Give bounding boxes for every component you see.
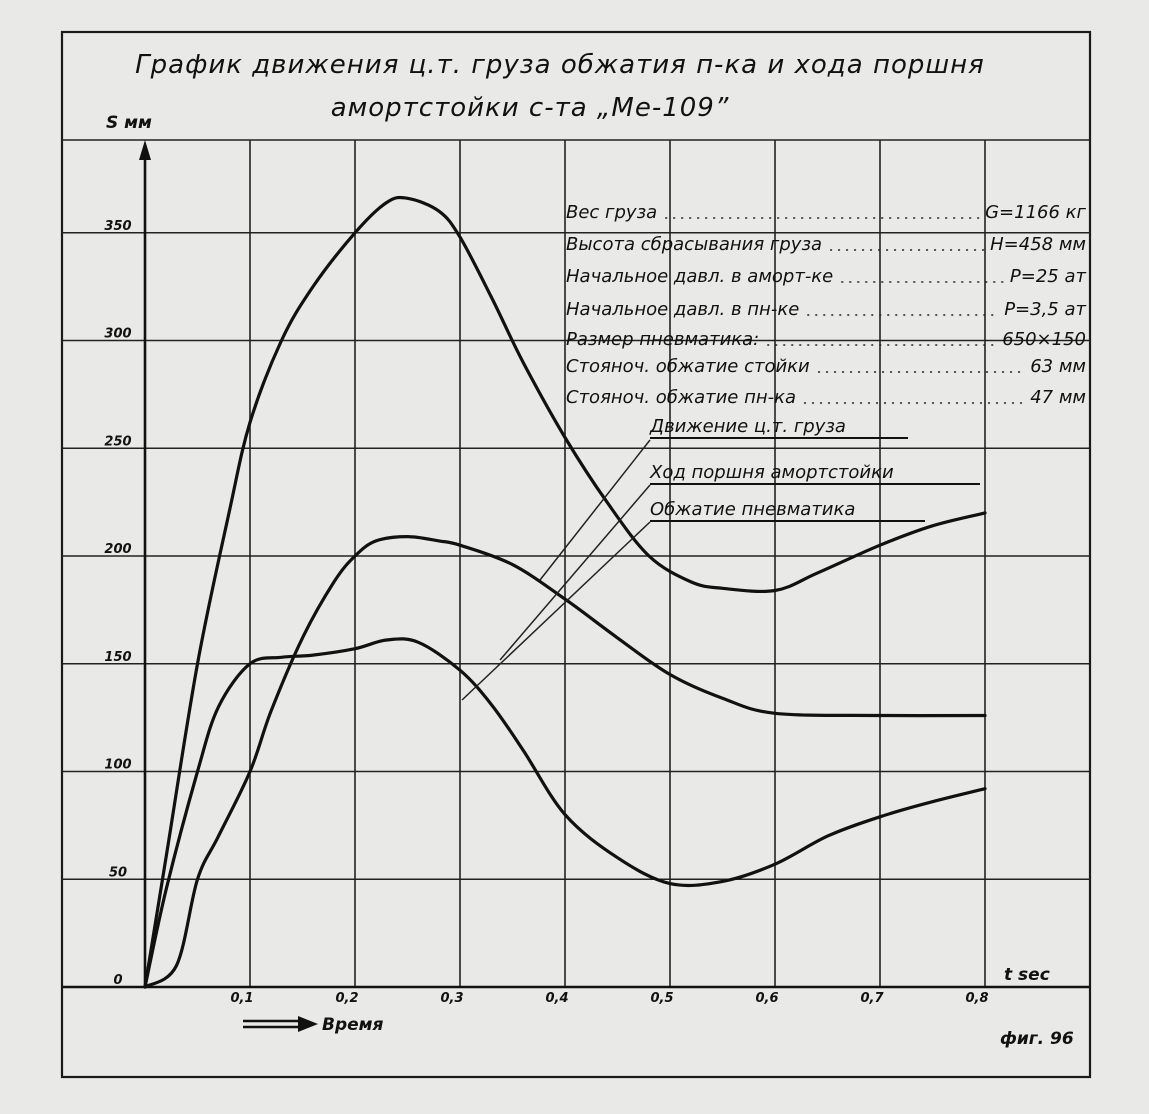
y-tick-label: 350 xyxy=(104,219,131,234)
legend-label: Движение ц.т. груза xyxy=(649,416,846,437)
parameter-value: 63 мм xyxy=(1030,356,1086,377)
x-axis-label: t sec xyxy=(1004,965,1050,985)
parameter-value: 650×150 xyxy=(1002,329,1086,350)
grid-lines xyxy=(62,139,1090,987)
x-tick-label: 0,2 xyxy=(335,991,358,1006)
parameter-row: Размер пневматика: 650×150 xyxy=(566,329,1086,350)
parameter-row: Вес груза G=1166 кг xyxy=(566,202,1087,223)
parameter-table: Вес груза G=1166 кг Высота сбрасывания гру… xyxy=(566,202,1087,408)
y-tick-label: 250 xyxy=(104,434,131,449)
chart-title-line2: амортстойки с-та „Ме-109” xyxy=(331,93,730,123)
chart-frame xyxy=(60,30,1092,1079)
parameter-label: Вес груза xyxy=(566,202,657,223)
y-axis-arrow-icon xyxy=(139,140,151,160)
x-tick-label: 0,1 xyxy=(230,991,253,1006)
parameter-row: Начальное давл. в аморт-ке P=25 ат xyxy=(566,266,1087,287)
y-tick-label: 300 xyxy=(104,327,131,342)
series-tire-compression-curve xyxy=(143,535,987,989)
chart-title-line1: График движения ц.т. груза обжатия п-ка … xyxy=(135,50,985,80)
parameter-row: Стояноч. обжатие пн-ка 47 мм xyxy=(566,387,1086,408)
parameter-label: Стояноч. обжатие пн-ка xyxy=(566,387,796,408)
legend-label: Обжатие пневматика xyxy=(650,499,855,520)
x-axis-note: Время xyxy=(322,1015,384,1035)
y-tick-label: 50 xyxy=(109,865,127,880)
parameter-row: Начальное давл. в пн-ке P=3,5 ат xyxy=(566,299,1087,320)
legend-tire-compression: Обжатие пневматика xyxy=(461,499,925,701)
legend: Движение ц.т. груза Ход поршня амортстойк… xyxy=(461,416,980,701)
curve-series xyxy=(143,195,987,989)
tick-labels: 0,1 0,2 0,3 0,4 0,5 0,6 0,7 0,8 0 50 100 150 200 250 3… xyxy=(104,219,988,1006)
y-tick-label: 150 xyxy=(104,650,131,665)
parameter-label: Высота сбрасывания груза xyxy=(566,234,822,255)
parameter-row: Высота сбрасывания груза H=458 мм xyxy=(566,234,1086,255)
parameter-label: Размер пневматика: xyxy=(566,329,759,350)
legend-leader-line xyxy=(461,521,651,701)
parameter-label: Стояноч. обжатие стойки xyxy=(566,356,810,377)
parameter-value: P=3,5 ат xyxy=(1004,299,1086,320)
x-tick-label: 0,4 xyxy=(545,991,568,1006)
time-arrow-icon xyxy=(243,1016,318,1032)
y-tick-label: 0 xyxy=(113,973,122,988)
x-tick-label: 0,7 xyxy=(860,991,884,1006)
legend-leader-line xyxy=(539,439,651,581)
legend-label: Ход поршня амортстойки xyxy=(649,462,894,483)
x-tick-label: 0,8 xyxy=(965,991,988,1006)
series-load-cg-curve xyxy=(143,195,987,989)
y-tick-label: 200 xyxy=(104,542,131,557)
x-tick-label: 0,5 xyxy=(650,991,673,1006)
legend-leader-line xyxy=(499,484,651,661)
parameter-row: Стояноч. обжатие стойки 63 мм xyxy=(566,356,1086,377)
legend-load-cg: Движение ц.т. груза xyxy=(539,416,908,581)
parameter-value: G=1166 кг xyxy=(985,202,1086,223)
parameter-label: Начальное давл. в пн-ке xyxy=(566,299,799,320)
legend-piston-stroke: Ход поршня амортстойки xyxy=(499,462,980,661)
x-tick-label: 0,6 xyxy=(755,991,778,1006)
parameter-value: H=458 мм xyxy=(990,234,1086,255)
y-tick-label: 100 xyxy=(104,758,131,773)
series-piston-stroke-curve xyxy=(143,637,987,989)
figure-number-label: фиг. 96 xyxy=(1000,1029,1074,1049)
x-tick-label: 0,3 xyxy=(440,991,463,1006)
y-axis-label: S мм xyxy=(106,113,152,133)
parameter-value: 47 мм xyxy=(1030,387,1086,408)
parameter-label: Начальное давл. в аморт-ке xyxy=(566,266,833,287)
parameter-value: P=25 ат xyxy=(1010,266,1087,287)
axes xyxy=(62,140,1090,989)
